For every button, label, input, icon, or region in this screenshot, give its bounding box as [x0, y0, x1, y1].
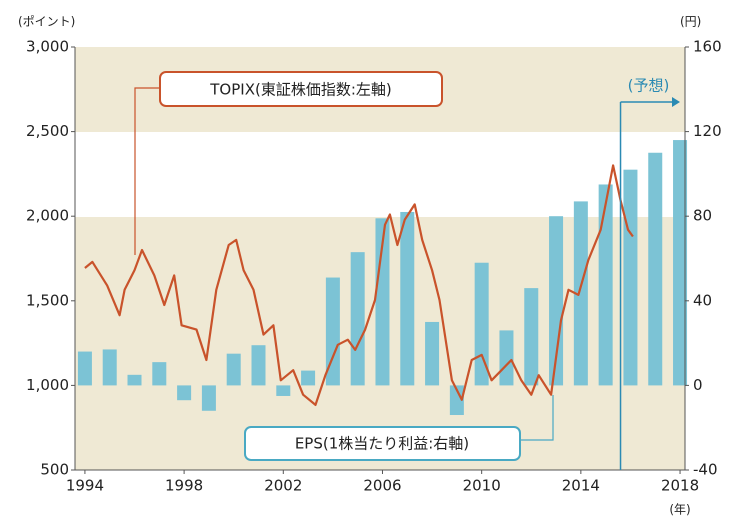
x-tick-label: 2002 — [264, 477, 302, 495]
x-unit: (年) — [669, 503, 690, 517]
eps-bar — [177, 385, 192, 401]
eps-bar — [648, 152, 663, 386]
y-tick-label: 2,500 — [26, 122, 69, 140]
y-tick-label: 2,000 — [26, 207, 69, 225]
eps-label: EPS(1株当たり利益:右軸) — [295, 435, 469, 453]
eps-bar — [201, 385, 216, 411]
eps-bar — [375, 218, 390, 386]
x-tick-label: 2010 — [463, 477, 501, 495]
plot-band — [75, 132, 685, 217]
eps-bar — [499, 330, 514, 386]
topix-label: TOPIX(東証株価指数:左軸) — [209, 81, 391, 99]
eps-bar — [623, 169, 638, 386]
eps-bar — [400, 211, 415, 386]
eps-bar — [573, 201, 588, 386]
x-tick-label: 1994 — [66, 477, 104, 495]
y-tick-label: 1,000 — [26, 376, 69, 394]
y2-tick-label: 160 — [693, 38, 722, 56]
eps-bar — [127, 374, 142, 386]
eps-bar — [474, 262, 489, 386]
eps-bar — [350, 252, 365, 386]
eps-bar — [673, 140, 688, 386]
eps-bar — [325, 277, 340, 386]
y2-tick-label: 40 — [693, 291, 712, 309]
y2-tick-label: 80 — [693, 207, 712, 225]
x-tick-label: 2006 — [363, 477, 401, 495]
eps-bar — [449, 385, 464, 416]
y2-tick-label: 0 — [693, 376, 703, 394]
eps-bar — [102, 349, 117, 386]
eps-bar — [276, 385, 291, 396]
x-tick-label: 2018 — [661, 477, 699, 495]
eps-bar — [425, 321, 440, 386]
topix-connector — [134, 87, 160, 255]
y2-tick-label: 120 — [693, 122, 722, 140]
y2-unit: (円) — [680, 15, 701, 29]
x-tick-label: 2014 — [562, 477, 600, 495]
eps-bar — [598, 184, 613, 386]
forecast-arrowhead — [672, 97, 680, 107]
eps-bar — [549, 216, 564, 386]
topix-line — [84, 164, 634, 406]
y2-tick-label: -40 — [693, 461, 718, 479]
x-tick-label: 1998 — [165, 477, 203, 495]
y-unit: (ポイント) — [18, 15, 75, 29]
eps-bar — [524, 288, 539, 386]
eps-bar — [251, 345, 266, 386]
y-tick-label: 500 — [40, 461, 69, 479]
eps-callout — [244, 426, 521, 461]
eps-bar — [301, 370, 316, 386]
eps-bar — [77, 351, 92, 386]
forecast-label: (予想) — [628, 77, 670, 95]
eps-connector — [520, 395, 554, 441]
eps-bar — [226, 353, 241, 386]
y-tick-label: 1,500 — [26, 291, 69, 309]
topix-callout — [159, 71, 443, 107]
eps-bar — [152, 362, 167, 386]
y-tick-label: 3,000 — [26, 38, 69, 56]
